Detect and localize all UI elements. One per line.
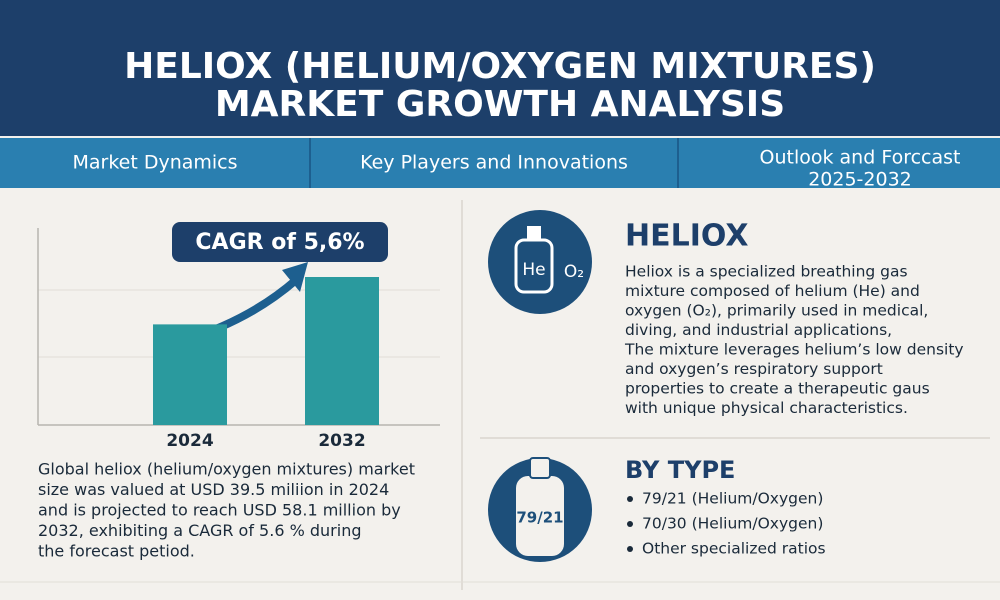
description-line: diving, and industrial applications, — [625, 321, 892, 339]
description-line: Heliox is a specialized breathing gas — [625, 263, 908, 281]
arrow-head — [282, 262, 308, 292]
cagr-label: CAGR of 5,6% — [195, 230, 364, 255]
tab-label: Outlook and Forccast — [760, 147, 961, 169]
bar — [305, 277, 379, 425]
valve — [527, 226, 541, 240]
description-line: and oxygen’s respiratory support — [625, 360, 883, 378]
x-tick-label: 2024 — [166, 431, 213, 451]
bar — [153, 324, 227, 425]
bullet — [627, 546, 633, 552]
description-line: properties to create a therapeutic gaus — [625, 380, 930, 398]
section-heading: BY TYPE — [625, 456, 735, 484]
tab-label: Key Players and Innovations — [360, 152, 628, 174]
section-heading: HELIOX — [625, 219, 748, 254]
tab-label: 2025-2032 — [808, 169, 912, 191]
title-band — [0, 0, 1000, 136]
title: HELIOX (HELIUM/OXYGEN MIXTURES) — [124, 46, 876, 87]
description-line: with unique physical characteristics. — [625, 399, 908, 417]
type-item: 70/30 (Helium/Oxygen) — [642, 515, 823, 533]
x-tick-label: 2032 — [318, 431, 365, 451]
heliox-icon — [488, 210, 592, 314]
bullet — [627, 496, 633, 502]
summary-line: size was valued at USD 39.5 miliion in 2… — [38, 480, 389, 499]
summary-line: the forecast petiod. — [38, 542, 195, 561]
bullet — [627, 521, 633, 527]
description-line: mixture composed of helium (He) and — [625, 282, 920, 300]
tab-label: Market Dynamics — [72, 152, 237, 174]
summary-line: and is projected to reach USD 58.1 milli… — [38, 501, 401, 520]
type-item: 79/21 (Helium/Oxygen) — [642, 490, 823, 508]
cagr-badge — [172, 222, 388, 262]
icon-label: 79/21 — [516, 509, 563, 527]
bottle-cap — [529, 457, 551, 479]
type-item: Other specialized ratios — [642, 540, 826, 558]
summary-line: 2032, exhibiting a CAGR of 5.6 % during — [38, 521, 361, 540]
summary-line: Global heliox (helium/oxygen mixtures) m… — [38, 460, 415, 479]
tab-bar — [0, 138, 1000, 188]
title: MARKET GROWTH ANALYSIS — [215, 84, 785, 125]
icon-label: O₂ — [564, 262, 584, 282]
bottle — [516, 476, 564, 556]
description-line: The mixture leverages helium’s low densi… — [624, 341, 964, 359]
description-line: oxygen (O₂), primarily used in medical, — [625, 302, 928, 320]
icon-label: He — [522, 260, 545, 280]
